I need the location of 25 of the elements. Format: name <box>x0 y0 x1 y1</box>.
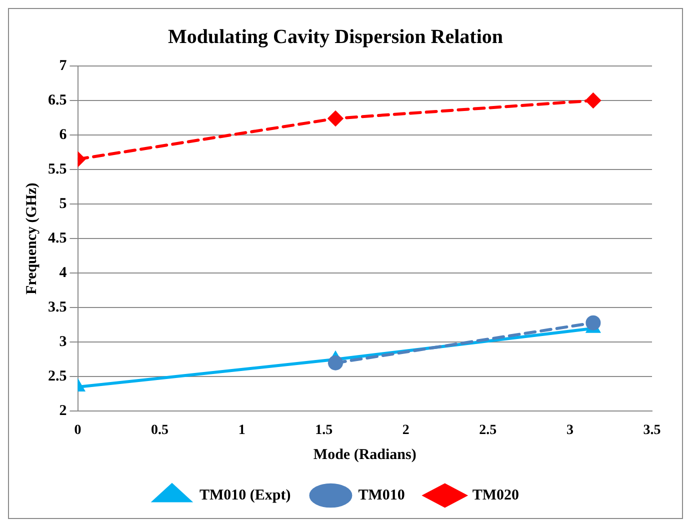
y-tick-label: 5.5 <box>48 161 67 178</box>
y-tick-label: 3 <box>59 334 67 350</box>
x-tick-label: 2 <box>402 423 410 438</box>
y-tick-label: 4.5 <box>48 230 67 246</box>
x-tick-label: 1.5 <box>315 423 333 438</box>
y-tick-label: 6.5 <box>48 92 67 108</box>
legend-label: TM020 <box>472 487 520 504</box>
y-tick-label: 4 <box>59 264 68 281</box>
x-tick-label: 0 <box>74 423 82 438</box>
x-tick-label: 2.5 <box>479 423 497 438</box>
legend-label: TM010 (Expt) <box>199 487 291 504</box>
chart-title: Modulating Cavity Dispersion Relation <box>168 26 504 48</box>
y-axis-title: Frequency (GHz) <box>24 182 40 294</box>
x-tick-label: 3.5 <box>643 423 661 438</box>
y-tick-label: 2 <box>59 403 67 420</box>
y-tick-label: 2.5 <box>48 368 67 385</box>
x-axis-title: Mode (Radians) <box>313 446 416 463</box>
x-tick-label: 3 <box>566 423 574 438</box>
x-tick-label: 0.5 <box>151 423 169 438</box>
y-tick-label: 3.5 <box>48 300 67 316</box>
x-tick-label: 1 <box>238 423 246 438</box>
y-tick-label: 5 <box>59 196 67 212</box>
y-tick-label: 6 <box>59 126 68 143</box>
y-tick-label: 7 <box>59 58 68 74</box>
legend-label: TM010 <box>358 487 405 504</box>
